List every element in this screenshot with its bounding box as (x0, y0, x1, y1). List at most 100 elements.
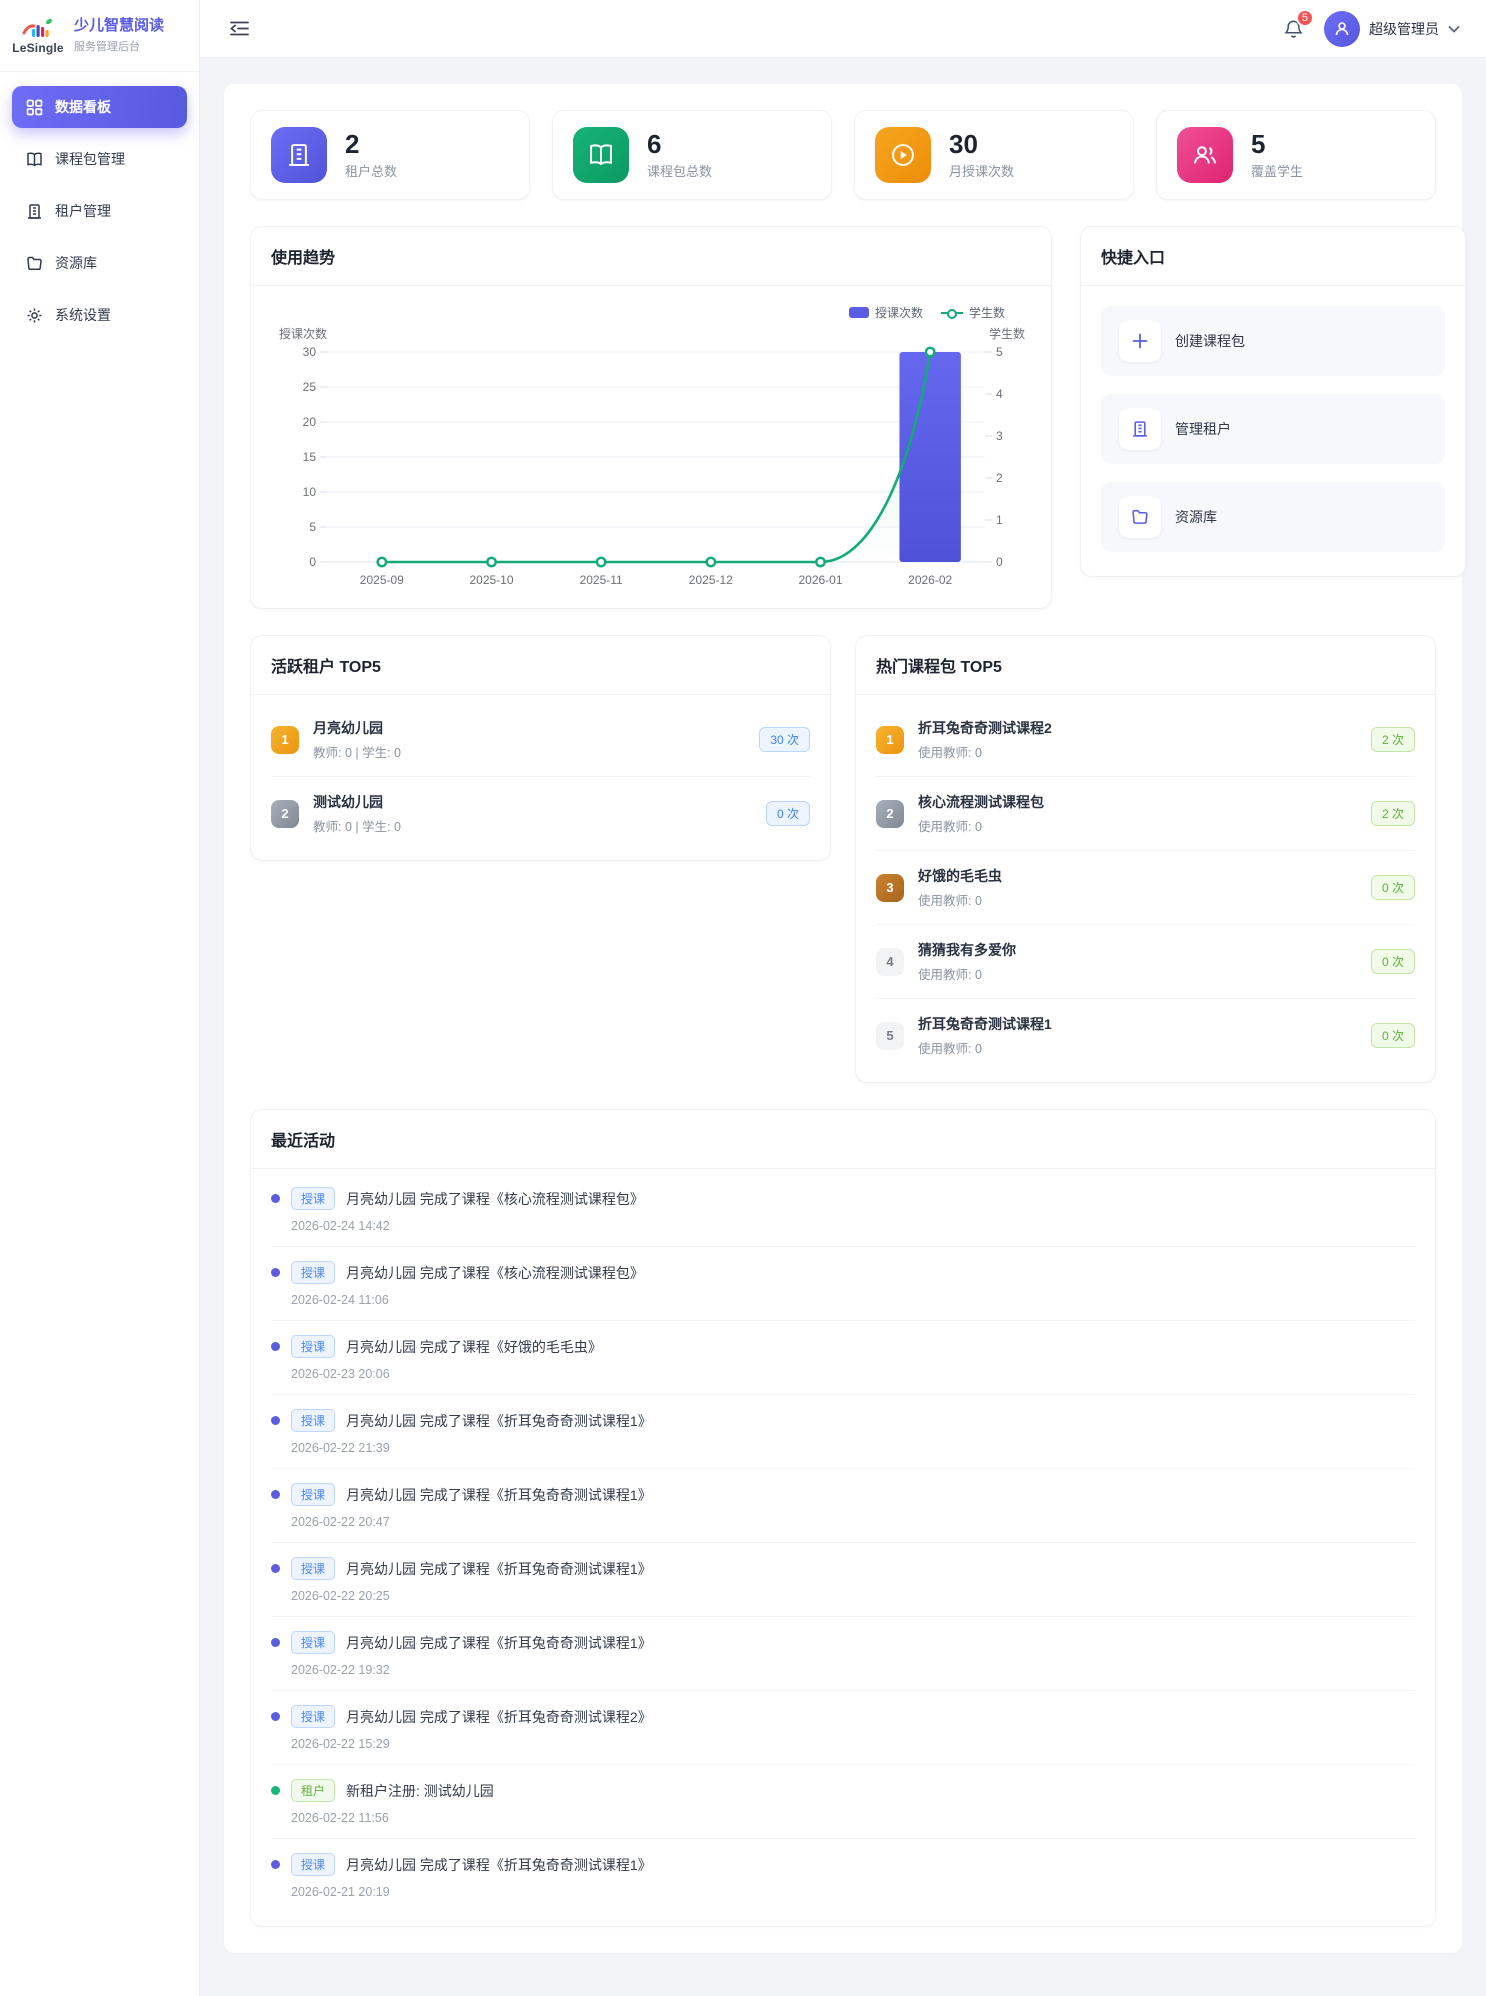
activity-text: 月亮幼儿园 完成了课程《核心流程测试课程包》 (346, 1190, 644, 1207)
usage-count-badge: 2 次 (1370, 801, 1415, 826)
active-tenants-list: 1 月亮幼儿园 教师: 0 | 学生: 0 30 次 2 测试幼儿园 (251, 695, 830, 860)
activity-row: 授课 月亮幼儿园 完成了课程《折耳兔奇奇测试课程1》 2026-02-21 20… (271, 1839, 1415, 1912)
activity-timestamp: 2026-02-24 14:42 (291, 1219, 390, 1233)
sidebar-item-resources[interactable]: 资源库 (12, 242, 187, 284)
activity-row: 授课 月亮幼儿园 完成了课程《折耳兔奇奇测试课程1》 2026-02-22 20… (271, 1543, 1415, 1617)
usage-count-badge: 0 次 (1370, 875, 1415, 900)
svg-text:2: 2 (996, 471, 1003, 485)
usage-trend-card: 使用趋势 授课次数 学生数 授课次数 学生数 (250, 226, 1052, 609)
right-axis-name: 学生数 (988, 327, 1025, 341)
plus-icon (1119, 320, 1161, 362)
sidebar-item-dashboard[interactable]: 数据看板 (12, 86, 187, 128)
activity-row: 租户 新租户注册: 测试幼儿园 2026-02-22 11:56 (271, 1765, 1415, 1839)
package-name: 猜猜我有多爱你 (918, 942, 1016, 958)
stat-card-monthly-lessons: 30 月授课次数 (854, 110, 1134, 200)
sidebar-item-settings[interactable]: 系统设置 (12, 294, 187, 336)
package-row: 1 折耳兔奇奇测试课程2 使用教师: 0 2 次 (876, 703, 1415, 777)
svg-text:1: 1 (996, 513, 1003, 527)
activity-timestamp: 2026-02-22 11:56 (291, 1811, 389, 1825)
svg-text:30: 30 (303, 345, 317, 359)
notifications-button[interactable]: 5 (1280, 8, 1314, 42)
legend-item-students[interactable]: 学生数 (940, 304, 1005, 321)
sidebar-menu: 数据看板 课程包管理 租户管理 (0, 72, 199, 360)
activity-dot-icon (271, 1860, 280, 1869)
logo-bird-icon: LeSingle (12, 17, 64, 55)
activity-dot-icon (271, 1712, 280, 1721)
play-icon (875, 127, 931, 183)
stat-label: 课程包总数 (647, 164, 713, 180)
usage-count-badge: 2 次 (1370, 727, 1415, 752)
svg-text:0: 0 (309, 555, 316, 569)
activity-dot-icon (271, 1268, 280, 1277)
activity-dot-icon (271, 1564, 280, 1573)
package-meta: 使用教师: 0 (918, 820, 982, 834)
activity-type-badge: 授课 (291, 1409, 336, 1432)
sidebar-item-course-packages[interactable]: 课程包管理 (12, 138, 187, 180)
activity-text: 月亮幼儿园 完成了课程《折耳兔奇奇测试课程1》 (346, 1856, 652, 1873)
stat-card-students: 5 覆盖学生 (1156, 110, 1436, 200)
sidebar-item-label: 租户管理 (55, 203, 111, 219)
activity-type-badge: 授课 (291, 1557, 336, 1580)
activity-timestamp: 2026-02-21 20:19 (291, 1885, 390, 1899)
main-area: 2 租户总数 6 课程包总数 (200, 0, 1486, 1953)
chevron-down-icon (1448, 25, 1460, 33)
package-meta: 使用教师: 0 (918, 1042, 982, 1056)
activity-row: 授课 月亮幼儿园 完成了课程《折耳兔奇奇测试课程2》 2026-02-22 15… (271, 1691, 1415, 1765)
activity-type-badge: 授课 (291, 1335, 336, 1358)
activity-row: 授课 月亮幼儿园 完成了课程《折耳兔奇奇测试课程1》 2026-02-22 19… (271, 1617, 1415, 1691)
package-meta: 使用教师: 0 (918, 746, 982, 760)
user-menu[interactable]: 超级管理员 (1324, 10, 1460, 47)
legend-label: 学生数 (968, 306, 1005, 320)
activity-text: 月亮幼儿园 完成了课程《折耳兔奇奇测试课程1》 (346, 1412, 652, 1429)
top-header: 5 超级管理员 (200, 0, 1486, 58)
recent-activities-card: 最近活动 授课 月亮幼儿园 完成了课程《核心流程测试课程包》 2026-02-2… (250, 1109, 1436, 1927)
recent-activities-title: 最近活动 (271, 1133, 336, 1150)
stat-value: 6 (647, 128, 662, 159)
hot-packages-title: 热门课程包 TOP5 (876, 659, 1002, 676)
svg-text:20: 20 (303, 415, 317, 429)
rank-badge: 3 (876, 873, 904, 902)
user-name: 超级管理员 (1369, 20, 1439, 37)
sidebar-item-label: 数据看板 (55, 99, 111, 115)
svg-text:2026-02: 2026-02 (908, 573, 952, 587)
activity-timestamp: 2026-02-22 20:25 (291, 1589, 390, 1603)
building-icon (271, 127, 327, 183)
usage-count-badge: 0 次 (765, 801, 810, 826)
avatar (1324, 10, 1360, 47)
notification-badge: 5 (1295, 8, 1314, 27)
quick-link-resources[interactable]: 资源库 (1101, 482, 1445, 552)
tenant-row: 1 月亮幼儿园 教师: 0 | 学生: 0 30 次 (271, 703, 810, 777)
svg-text:2025-12: 2025-12 (689, 573, 733, 587)
bar-swatch-icon (848, 307, 869, 318)
quick-link-label: 资源库 (1175, 509, 1217, 525)
activity-row: 授课 月亮幼儿园 完成了课程《折耳兔奇奇测试课程1》 2026-02-22 21… (271, 1395, 1415, 1469)
sidebar-item-label: 系统设置 (55, 307, 111, 323)
usage-trend-chart: 授课次数 学生数 授课次数 学生数 0 5 10 15 20 25 30 0 1 2 3 4 5 2025… (251, 286, 1051, 608)
activity-type-badge: 租户 (291, 1779, 336, 1802)
tenant-meta: 教师: 0 | 学生: 0 (313, 746, 401, 760)
legend-label: 授课次数 (874, 306, 923, 320)
activity-row: 授课 月亮幼儿园 完成了课程《核心流程测试课程包》 2026-02-24 14:… (271, 1173, 1415, 1247)
package-meta: 使用教师: 0 (918, 894, 982, 908)
sidebar-collapse-button[interactable] (226, 16, 252, 42)
package-name: 折耳兔奇奇测试课程2 (918, 720, 1052, 736)
hot-packages-card: 热门课程包 TOP5 1 折耳兔奇奇测试课程2 使用教师: 0 2 次 (855, 635, 1436, 1083)
activity-type-badge: 授课 (291, 1187, 336, 1210)
rank-badge: 4 (876, 947, 904, 976)
quick-link-manage-tenants[interactable]: 管理租户 (1101, 394, 1445, 464)
legend-item-lessons[interactable]: 授课次数 (848, 304, 923, 321)
sidebar: LeSingle 少儿智慧阅读 服务管理后台 数据看板 课程包管 (0, 0, 200, 1996)
tenant-name: 月亮幼儿园 (313, 720, 383, 736)
activity-dot-icon (271, 1194, 280, 1203)
recent-activities-list: 授课 月亮幼儿园 完成了课程《核心流程测试课程包》 2026-02-24 14:… (251, 1169, 1435, 1926)
quick-link-create-package[interactable]: 创建课程包 (1101, 306, 1445, 376)
sidebar-item-tenants[interactable]: 租户管理 (12, 190, 187, 232)
svg-text:2026-01: 2026-01 (798, 573, 842, 587)
activity-timestamp: 2026-02-23 20:06 (291, 1367, 390, 1381)
activity-timestamp: 2026-02-22 21:39 (291, 1441, 390, 1455)
tenant-name: 测试幼儿园 (313, 794, 383, 810)
stat-label: 月授课次数 (949, 164, 1015, 180)
stat-label: 覆盖学生 (1251, 164, 1304, 180)
sidebar-item-label: 资源库 (55, 255, 97, 271)
svg-text:2025-11: 2025-11 (580, 573, 623, 587)
